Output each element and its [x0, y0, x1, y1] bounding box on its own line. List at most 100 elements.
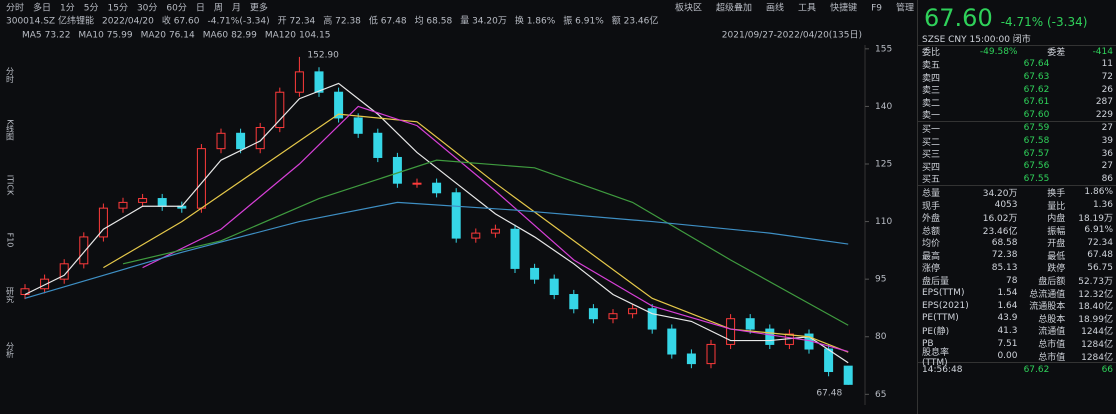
y-tick-label: 80: [875, 332, 887, 342]
field: 72: [1101, 72, 1114, 83]
candle-body: [490, 228, 500, 234]
candle-body: [40, 278, 50, 290]
date-range: 2021/09/27-2022/04/20(135日): [722, 30, 862, 41]
field: 67.48: [1087, 250, 1113, 261]
field: 盘后量: [922, 277, 950, 288]
stats-row: 总额 23.46亿 振幅 6.91%: [918, 224, 1116, 237]
order-book-row: 卖二 67.61 287: [918, 96, 1116, 109]
y-tick-label: 110: [875, 217, 892, 227]
field: 0.00: [997, 351, 1018, 362]
toolbar-tab[interactable]: 30分: [137, 3, 157, 14]
field: 67.60: [1023, 109, 1050, 120]
field: 18.99亿: [1078, 314, 1113, 325]
candle-body: [98, 207, 108, 238]
order-book-row: 买二 67.58 39: [918, 135, 1116, 148]
field: SZSE CNY 15:00:00 闭市: [922, 34, 1031, 45]
stats-row: EPS(TTM) 1.54 总流通值 12.32亿: [918, 287, 1116, 300]
field: 卖一: [922, 111, 941, 122]
field: EPS(2021): [922, 300, 969, 311]
side-tab[interactable]: ITICK: [6, 175, 15, 196]
field: 买三: [922, 150, 941, 161]
order-book-row: 买一 67.59 27: [918, 121, 1116, 135]
field: 1284亿: [1081, 340, 1113, 351]
candle-body: [392, 156, 402, 184]
candle-body: [314, 71, 324, 93]
toolbar-button[interactable]: 超级叠加: [716, 2, 752, 14]
toolbar-tab[interactable]: 60分: [166, 3, 186, 14]
field: 1.54: [997, 288, 1018, 299]
field: 11: [1101, 59, 1114, 70]
field: 1.86%: [1084, 187, 1113, 198]
field: 量比: [1047, 201, 1066, 212]
field: 67.62: [1023, 84, 1050, 95]
candle-body: [510, 228, 520, 269]
quote-panel: 67.60 -4.71% (-3.34) SZSE CNY 15:00:00 闭市委…: [917, 0, 1116, 414]
field: 72.38: [991, 250, 1018, 261]
field: 67.64: [1023, 59, 1050, 70]
toolbar-tab[interactable]: 日: [196, 3, 205, 14]
field: 换手: [1047, 188, 1066, 199]
toolbar-tab[interactable]: 更多: [250, 2, 268, 14]
candle-body: [373, 132, 383, 158]
toolbar-tab[interactable]: 分时: [6, 2, 24, 14]
y-tick-label: 95: [875, 275, 886, 285]
candle-body: [569, 294, 579, 310]
field: 7.51: [997, 338, 1018, 349]
legend-value: 104.15: [299, 31, 331, 41]
toolbar-tab[interactable]: 月: [232, 3, 241, 14]
candle-body: [726, 318, 736, 345]
toolbar-button[interactable]: 板块区: [675, 2, 702, 14]
field: 外盘: [922, 214, 941, 225]
stats-row: 盘后量 78 盘后额 52.73万: [918, 274, 1116, 288]
toolbar-button[interactable]: F9: [871, 4, 882, 14]
field: 买四: [922, 162, 941, 173]
legend-name: MA10: [78, 31, 104, 41]
header-field: 振 6.91%: [563, 15, 604, 27]
candle-body: [686, 353, 696, 365]
field: 43.9: [997, 313, 1018, 324]
field: PE(TTM): [922, 313, 959, 324]
side-tab[interactable]: K线图: [6, 119, 15, 141]
toolbar-button[interactable]: 画线: [766, 2, 784, 14]
field: 股息率(TTM): [922, 347, 950, 368]
field: 18.19万: [1078, 214, 1113, 225]
toolbar-tab[interactable]: 15分: [108, 3, 128, 14]
candle-body: [275, 91, 285, 129]
candle-body: [432, 182, 442, 194]
candle-body: [471, 232, 481, 239]
side-tab[interactable]: 分析: [6, 342, 15, 359]
field: -4.71% (-3.34): [1000, 15, 1088, 29]
candle-body: [765, 328, 775, 345]
side-tab[interactable]: F10: [6, 233, 15, 248]
toolbar-button[interactable]: 工具: [798, 3, 816, 14]
field: 买五: [922, 175, 941, 186]
candle-body: [608, 313, 618, 320]
field: 67.61: [1023, 97, 1050, 108]
field: 现手: [922, 201, 941, 212]
toolbar-tab[interactable]: 多日: [33, 2, 51, 14]
toolbar-button[interactable]: 管理: [896, 2, 914, 14]
stats-row: 均价 68.58 开盘 72.34: [918, 237, 1116, 250]
field: 56.75: [1087, 262, 1113, 273]
stats-row: PE(TTM) 43.9 总股本 18.99亿: [918, 312, 1116, 325]
field: 14:56:48: [922, 364, 963, 375]
side-tab[interactable]: 分时: [6, 67, 15, 83]
toolbar-button[interactable]: 快捷键: [830, 2, 857, 14]
ma-line: [24, 201, 849, 299]
field: 6.91%: [1084, 225, 1113, 236]
candle-body: [334, 91, 344, 119]
stats-row: 外盘 16.02万 内盘 18.19万: [918, 211, 1116, 224]
candle-body: [530, 267, 540, 280]
field: 78: [1006, 275, 1018, 286]
toolbar-tab[interactable]: 5分: [84, 3, 99, 14]
toolbar-tab[interactable]: 周: [214, 3, 223, 14]
field: 16.02万: [982, 214, 1018, 225]
toolbar-tab[interactable]: 1分: [60, 3, 75, 14]
field: 1284亿: [1081, 352, 1113, 363]
side-tab[interactable]: 研究: [6, 287, 15, 304]
legend-value: 82.99: [231, 31, 257, 41]
candle-body: [549, 278, 559, 296]
field: 36: [1101, 148, 1114, 159]
candle-body: [236, 132, 246, 150]
field: 68.58: [991, 237, 1018, 248]
